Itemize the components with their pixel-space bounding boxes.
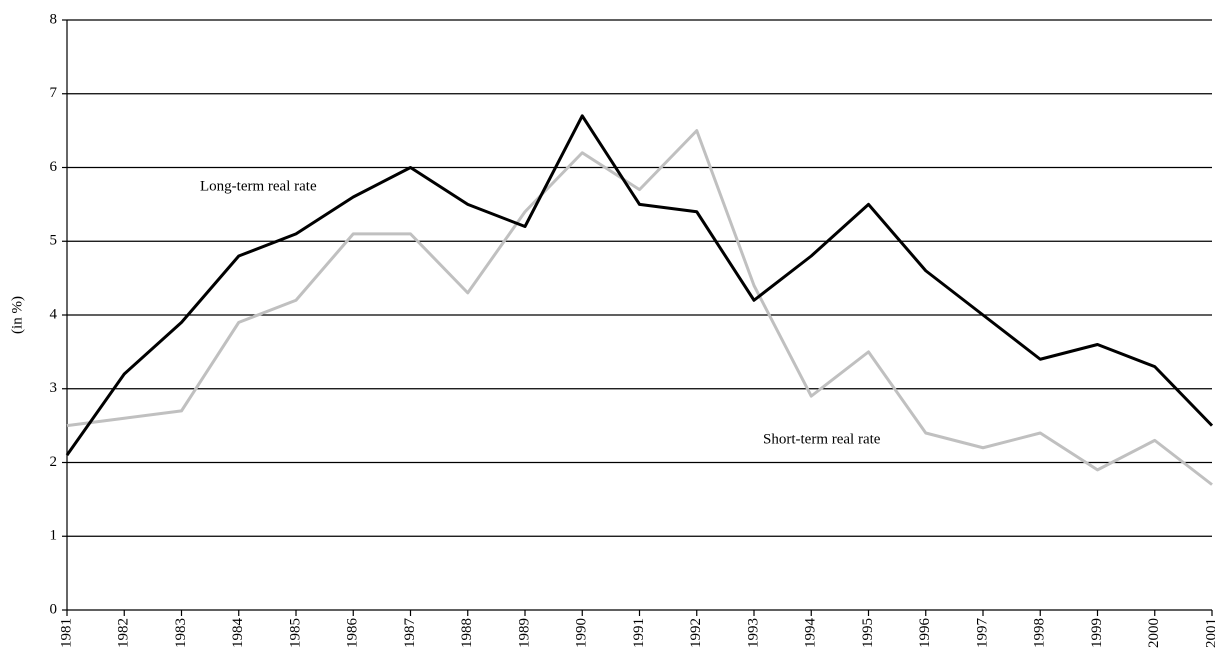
y-tick-label: 6 [50, 159, 58, 175]
x-tick-label: 1981 [58, 618, 74, 648]
x-tick-label: 1992 [688, 618, 704, 648]
x-tick-label: 1987 [402, 618, 418, 649]
x-tick-label: 1991 [631, 618, 647, 648]
x-tick-label: 1988 [459, 618, 475, 648]
x-tick-label: 1999 [1089, 618, 1105, 648]
series-annotation: Long-term real rate [200, 178, 317, 194]
x-tick-label: 1998 [1032, 618, 1048, 648]
x-tick-label: 1983 [173, 618, 189, 648]
series-annotation: Short-term real rate [763, 431, 881, 447]
x-tick-label: 1986 [345, 618, 361, 649]
x-tick-label: 1984 [230, 618, 246, 649]
y-tick-label: 0 [50, 601, 58, 617]
y-tick-label: 8 [50, 11, 58, 27]
x-tick-label: 1995 [860, 618, 876, 648]
series-line [66, 129, 1213, 486]
x-tick-label: 2001 [1203, 618, 1215, 648]
y-tick-label: 7 [50, 85, 58, 101]
x-tick-label: 1982 [116, 618, 132, 648]
x-tick-label: 1990 [574, 618, 590, 648]
x-tick-label: 1989 [516, 618, 532, 648]
x-tick-label: 1997 [974, 618, 990, 649]
y-tick-label: 2 [50, 454, 58, 470]
x-tick-label: 1985 [287, 618, 303, 648]
y-axis-label: (in %) [9, 296, 25, 334]
x-tick-label: 2000 [1146, 618, 1162, 648]
x-tick-label: 1996 [917, 618, 933, 649]
series-line [65, 114, 1214, 456]
y-tick-label: 4 [50, 306, 58, 322]
y-tick-label: 3 [50, 380, 58, 396]
y-tick-label: 5 [50, 233, 58, 249]
y-tick-label: 1 [50, 528, 58, 544]
x-tick-label: 1993 [745, 618, 761, 648]
x-tick-label: 1994 [803, 618, 819, 649]
